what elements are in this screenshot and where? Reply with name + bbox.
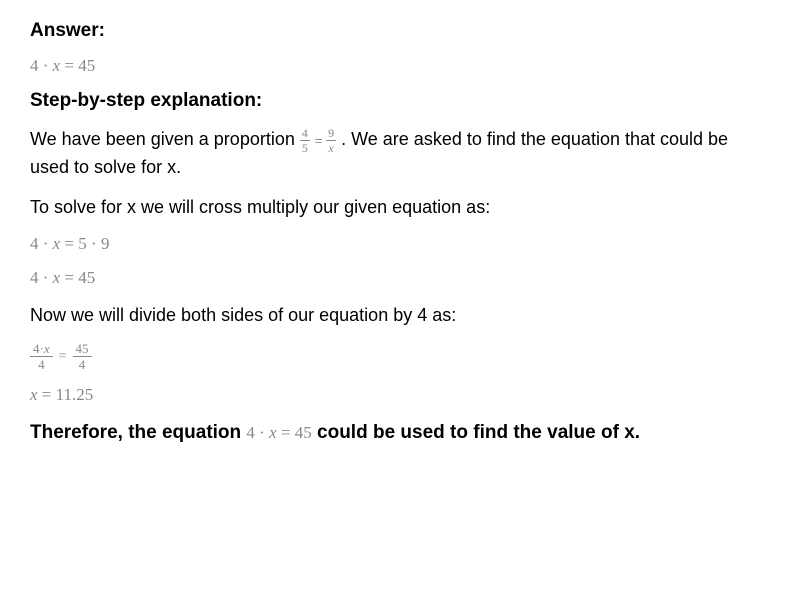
divide-left-fraction: 4·x 4 xyxy=(30,342,53,371)
step-heading: Step-by-step explanation: xyxy=(30,90,770,112)
equals-sign: = xyxy=(315,133,326,148)
eq-text: 4 · x = 45 xyxy=(30,268,95,287)
eq-text: x = 11.25 xyxy=(30,385,93,404)
frac-num: 4·x xyxy=(30,342,53,357)
answer-heading: Answer: xyxy=(30,20,770,42)
frac-den: 4 xyxy=(30,357,53,371)
frac-num: 45 xyxy=(73,342,92,357)
therefore-after: could be used to find the value of x. xyxy=(317,422,640,443)
equals-sign: = xyxy=(59,349,67,365)
division-equation: 4·x 4 = 45 4 xyxy=(30,342,770,371)
divide-text: Now we will divide both sides of our equ… xyxy=(30,302,770,328)
divide-right-fraction: 45 4 xyxy=(73,342,92,371)
conclusion-paragraph: Therefore, the equation 4 · x = 45 could… xyxy=(30,419,770,447)
cross-multiply-eq: 4 · x = 5 · 9 xyxy=(30,234,770,254)
answer-equation: 4 · x = 45 xyxy=(30,56,770,76)
eq-text: 4 · x = 45 xyxy=(30,56,95,75)
proportion-left-fraction: 4 5 xyxy=(300,127,310,154)
therefore-before: Therefore, the equation xyxy=(30,422,246,443)
inline-equation: 4 · x = 45 xyxy=(246,423,311,442)
intro-before: We have been given a proportion xyxy=(30,129,300,149)
eq-text: 4 · x = 5 · 9 xyxy=(30,234,109,253)
frac-den: 4 xyxy=(73,357,92,371)
intro-paragraph: We have been given a proportion 4 5 = 9 … xyxy=(30,126,770,180)
frac-den: 5 xyxy=(300,141,310,154)
result-45-eq: 4 · x = 45 xyxy=(30,268,770,288)
frac-num: 9 xyxy=(326,127,336,141)
frac-num: 4 xyxy=(300,127,310,141)
to-solve-text: To solve for x we will cross multiply ou… xyxy=(30,194,770,220)
final-x-eq: x = 11.25 xyxy=(30,385,770,405)
proportion-right-fraction: 9 x xyxy=(326,127,336,154)
frac-den: x xyxy=(326,141,336,154)
